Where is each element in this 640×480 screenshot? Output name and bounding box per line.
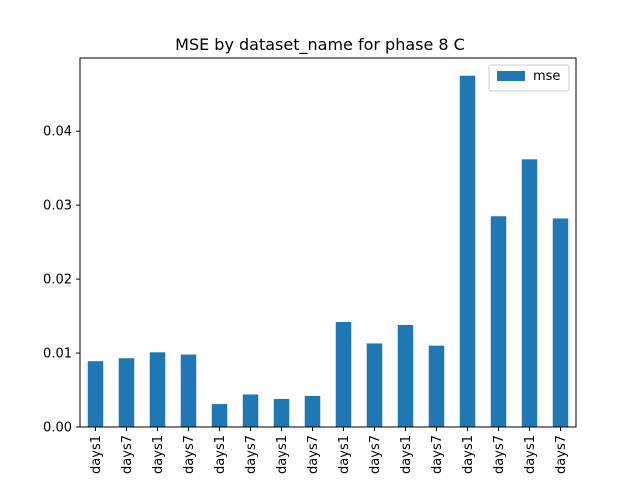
x-tick-label: days7 xyxy=(182,435,197,474)
y-tick-label: 0.01 xyxy=(43,347,72,362)
x-tick-label: days1 xyxy=(337,435,352,474)
legend: mse xyxy=(488,64,570,92)
x-tick-label: days1 xyxy=(213,435,228,474)
x-tick-label: days7 xyxy=(368,435,383,474)
legend-swatch xyxy=(497,71,525,81)
x-tick-label: days7 xyxy=(492,435,507,474)
bar xyxy=(304,395,321,427)
x-tick-label: days1 xyxy=(89,435,104,474)
x-tick-label: days7 xyxy=(120,435,135,474)
x-tick-label: days1 xyxy=(523,435,538,474)
y-tick-label: 0.03 xyxy=(43,199,72,214)
bar xyxy=(242,394,259,427)
x-tick-label: days7 xyxy=(306,435,321,474)
x-tick-label: days7 xyxy=(244,435,259,474)
legend-label: mse xyxy=(533,69,560,84)
chart-title: MSE by dataset_name for phase 8 C xyxy=(175,35,465,55)
plot-frame xyxy=(79,57,577,428)
y-tick-label: 0.02 xyxy=(43,273,72,288)
bar xyxy=(180,354,197,427)
bar xyxy=(366,343,383,427)
bar xyxy=(149,352,166,427)
bar xyxy=(211,404,228,427)
bar xyxy=(397,324,414,427)
bar xyxy=(428,345,445,427)
bar xyxy=(335,321,352,427)
x-tick-label: days7 xyxy=(554,435,569,474)
bar xyxy=(87,361,104,427)
x-axis: days1 days7 days1 days7 days1 days7 days1 days7… xyxy=(89,427,569,474)
x-tick-label: days1 xyxy=(151,435,166,474)
x-tick-label: days1 xyxy=(275,435,290,474)
bar xyxy=(521,159,538,427)
x-tick-label: days1 xyxy=(461,435,476,474)
bar xyxy=(459,75,476,427)
bars-group xyxy=(87,75,569,427)
y-tick-label: 0.00 xyxy=(43,421,72,436)
bar xyxy=(118,358,135,427)
bar xyxy=(490,216,507,427)
y-tick-label: 0.04 xyxy=(43,125,72,140)
bar xyxy=(552,218,569,427)
bar xyxy=(273,398,290,427)
x-tick-label: days1 xyxy=(399,435,414,474)
x-tick-label: days7 xyxy=(430,435,445,474)
y-axis: 0.00 0.01 0.02 0.03 0.04 xyxy=(43,125,80,436)
